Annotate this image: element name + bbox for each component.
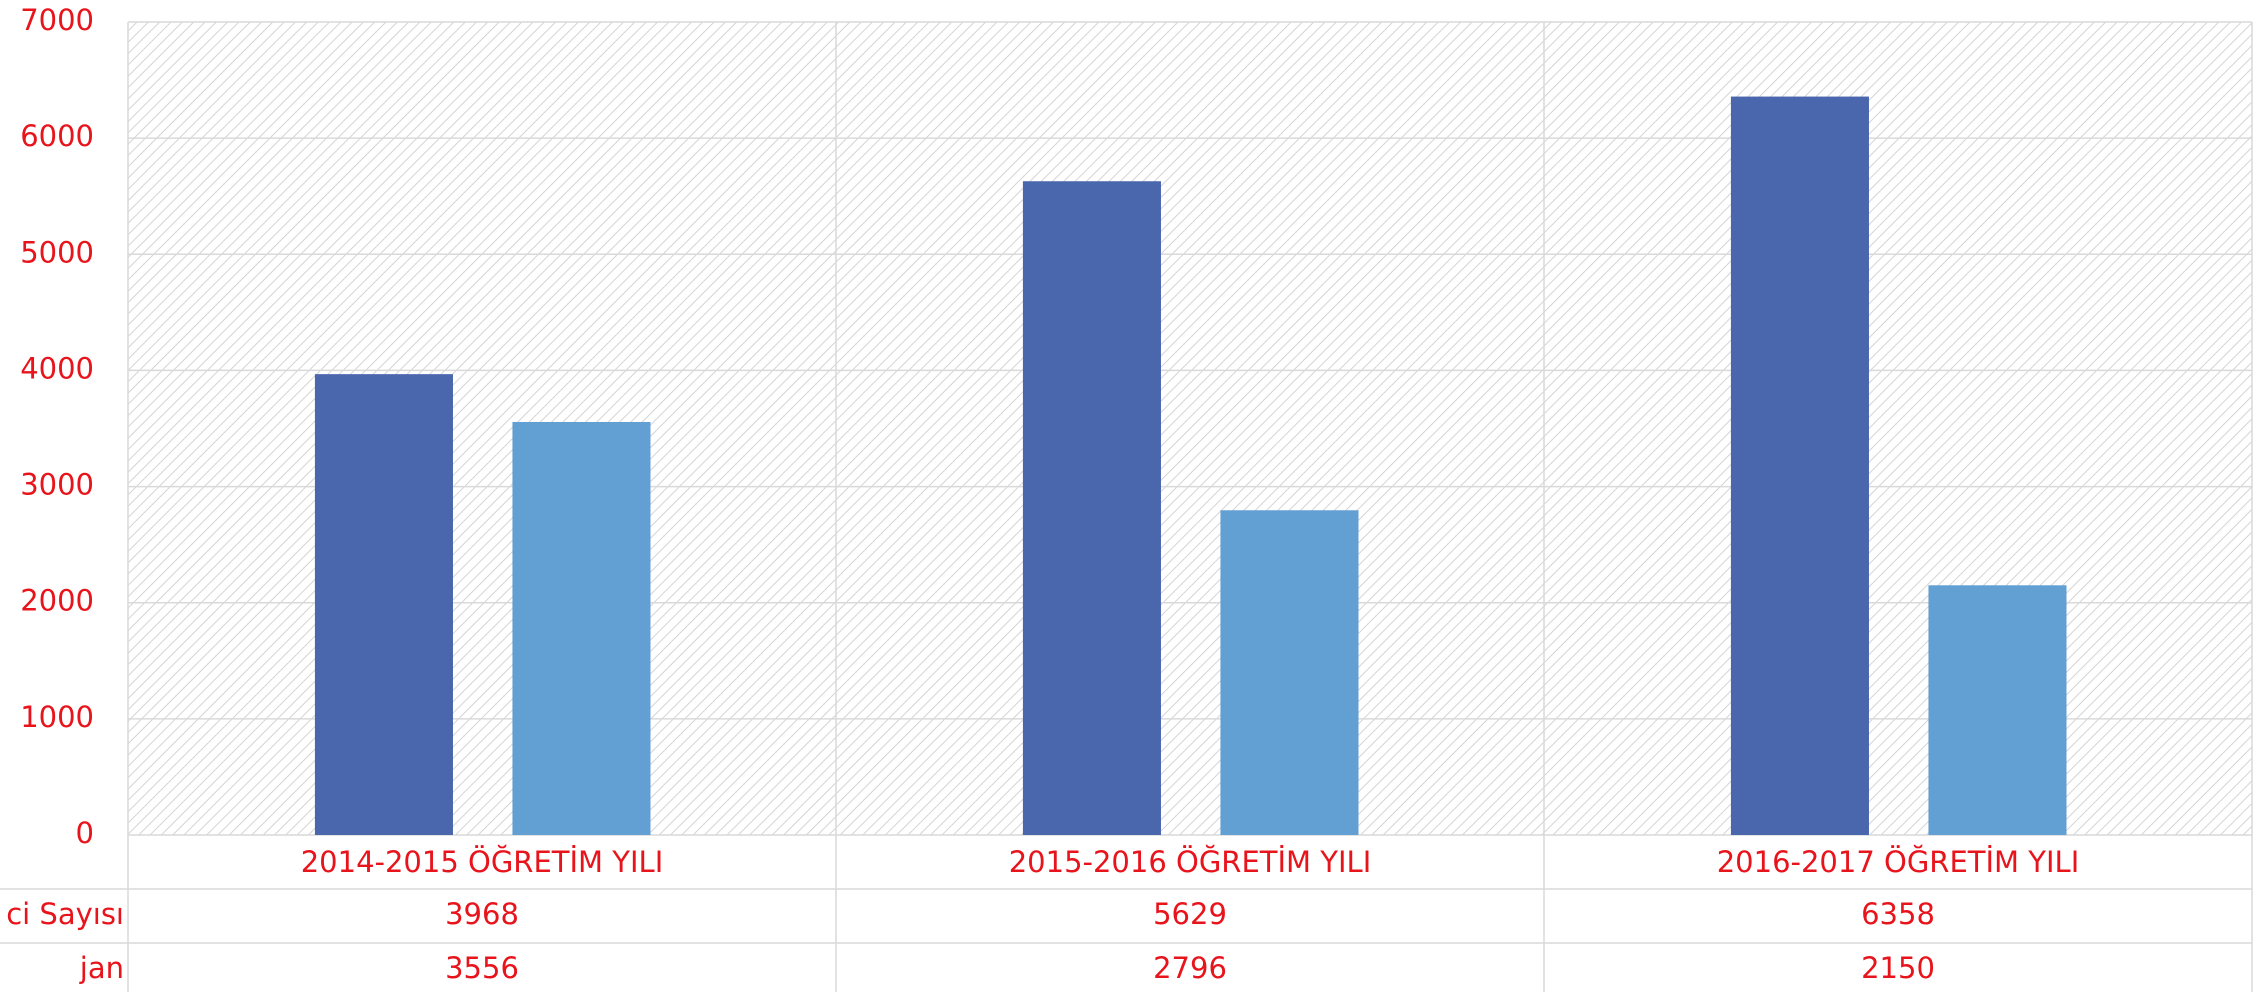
y-tick-label: 0 xyxy=(76,816,94,850)
table-value: 5629 xyxy=(1153,897,1227,931)
legend-label: jan xyxy=(79,951,124,985)
table-value: 3968 xyxy=(445,897,519,931)
table-value: 3556 xyxy=(445,951,519,985)
y-tick-label: 5000 xyxy=(20,235,94,269)
legend-label: ci Sayısı xyxy=(6,897,124,931)
x-tick-label: 2014-2015 ÖĞRETİM YILI xyxy=(301,845,664,879)
bar xyxy=(1928,585,2067,835)
bar xyxy=(1022,181,1161,835)
y-tick-label: 7000 xyxy=(20,3,94,37)
y-tick-label: 2000 xyxy=(20,584,94,618)
bar xyxy=(1730,96,1869,835)
table-value: 2796 xyxy=(1153,951,1227,985)
y-tick-label: 1000 xyxy=(20,700,94,734)
bar xyxy=(314,374,453,835)
y-tick-label: 6000 xyxy=(20,119,94,153)
table-value: 6358 xyxy=(1861,897,1935,931)
x-tick-label: 2015-2016 ÖĞRETİM YILI xyxy=(1009,845,1372,879)
x-tick-label: 2016-2017 ÖĞRETİM YILI xyxy=(1717,845,2080,879)
bar xyxy=(512,421,651,835)
y-tick-label: 4000 xyxy=(20,351,94,385)
plot-background xyxy=(128,22,2252,835)
table-value: 2150 xyxy=(1861,951,1935,985)
bar xyxy=(1220,510,1359,835)
y-tick-label: 3000 xyxy=(20,468,94,502)
